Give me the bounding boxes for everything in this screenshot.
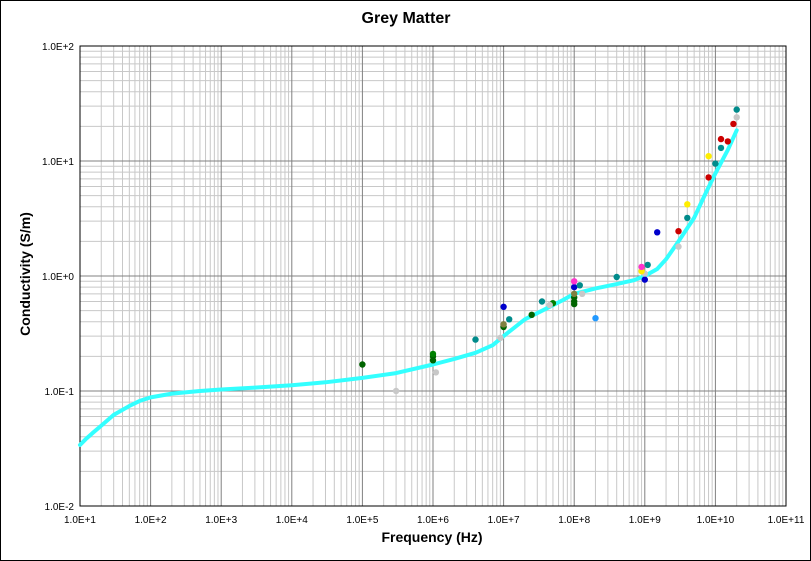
data-point — [571, 283, 578, 291]
y-tick-label: 1.0E+1 — [42, 157, 74, 168]
data-points-layer — [359, 106, 740, 395]
chart-title: Grey Matter — [362, 10, 451, 27]
data-point — [675, 228, 682, 235]
data-point — [429, 350, 437, 358]
data-point — [638, 263, 645, 271]
data-point — [730, 120, 737, 128]
data-point — [592, 315, 599, 322]
x-tick-label: 1.0E+6 — [417, 515, 449, 526]
data-point — [571, 278, 578, 285]
data-point — [576, 282, 583, 289]
data-point — [497, 334, 504, 341]
x-tick-label: 1.0E+8 — [558, 515, 590, 526]
data-point — [359, 361, 366, 368]
data-point — [644, 261, 651, 269]
x-tick-label: 1.0E+7 — [488, 515, 520, 526]
data-point — [717, 144, 725, 152]
data-point — [571, 290, 578, 297]
y-tick-label: 1.0E-1 — [45, 387, 75, 398]
data-point — [571, 300, 578, 308]
data-point — [528, 311, 535, 318]
data-point — [506, 316, 513, 323]
x-tick-labels: 1.0E+1 1.0E+2 1.0E+3 1.0E+4 1.0E+5 1.0E+6 1.0E… — [64, 515, 805, 526]
data-point — [724, 138, 731, 145]
data-point — [429, 357, 437, 364]
data-point — [654, 229, 661, 236]
data-point — [500, 303, 507, 310]
y-tick-label: 1.0E-2 — [45, 502, 75, 513]
data-point — [712, 160, 719, 167]
data-point — [613, 273, 620, 281]
data-point — [579, 290, 586, 297]
x-tick-label: 1.0E+11 — [768, 515, 805, 526]
y-tick-label: 1.0E+2 — [42, 42, 74, 53]
data-point — [717, 135, 725, 143]
data-point — [705, 174, 712, 181]
x-tick-label: 1.0E+10 — [697, 515, 735, 526]
data-point — [546, 301, 553, 309]
data-point — [392, 387, 400, 395]
data-point — [500, 321, 507, 328]
x-tick-label: 1.0E+1 — [64, 515, 96, 526]
plot-area — [79, 45, 787, 507]
model-curve-layer — [78, 128, 739, 447]
x-tick-label: 1.0E+2 — [135, 515, 167, 526]
x-tick-label: 1.0E+4 — [276, 515, 308, 526]
x-axis-label: Frequency (Hz) — [381, 529, 482, 545]
y-tick-labels: 1.0E+2 1.0E+1 1.0E+0 1.0E-1 1.0E-2 — [42, 42, 74, 513]
model-curve-line — [78, 128, 739, 447]
data-point — [733, 106, 740, 113]
data-point — [641, 276, 648, 283]
y-tick-label: 1.0E+0 — [42, 272, 74, 283]
data-point — [472, 336, 479, 343]
data-point — [432, 369, 440, 376]
data-point — [733, 114, 740, 121]
data-point — [705, 153, 712, 160]
x-tick-label: 1.0E+9 — [629, 515, 661, 526]
x-tick-label: 1.0E+5 — [346, 515, 378, 526]
y-axis-label: Conductivity (S/m) — [17, 212, 33, 336]
x-tick-label: 1.0E+3 — [205, 515, 237, 526]
data-point — [538, 298, 546, 305]
data-point — [684, 201, 691, 208]
data-point — [684, 214, 691, 222]
data-point — [675, 243, 682, 250]
